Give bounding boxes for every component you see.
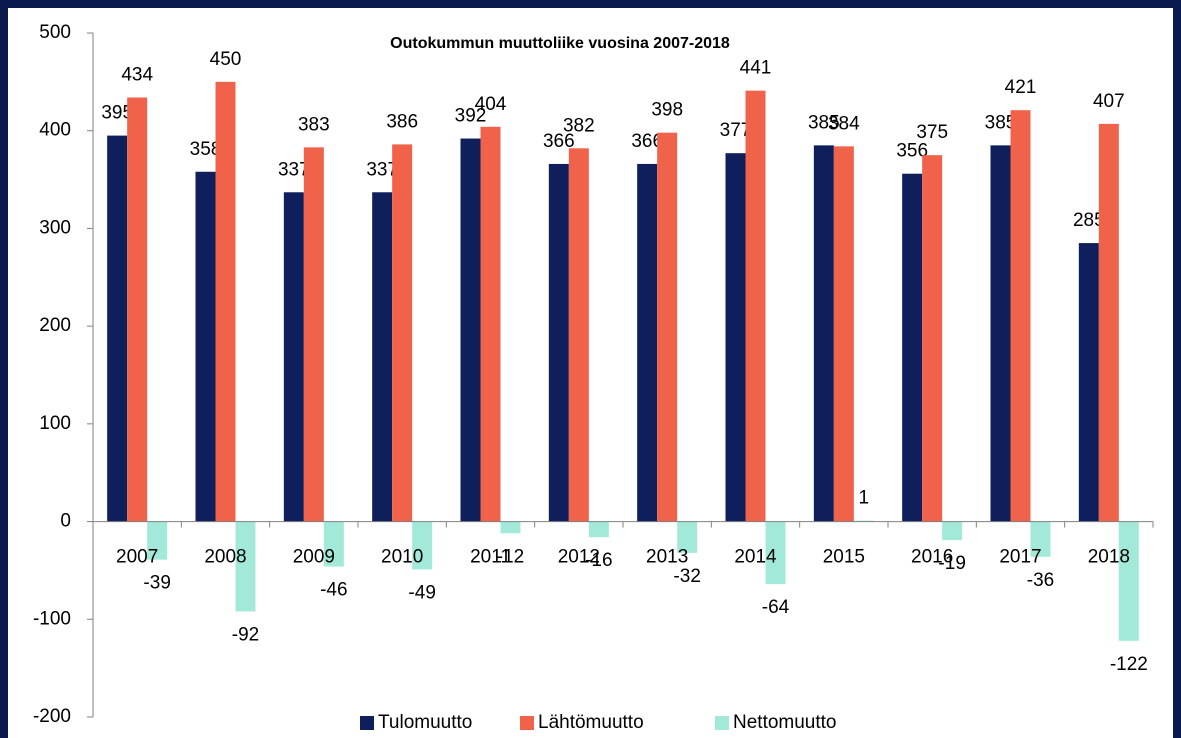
data-label: -92 [232,624,259,645]
bar [725,153,746,522]
data-label: -32 [673,566,700,587]
bar [460,138,481,522]
bar [677,521,698,553]
bar [548,163,569,522]
data-label: -16 [585,550,612,571]
y-tick-label: 300 [39,217,71,238]
legend-swatch [520,716,534,730]
data-label: 386 [386,111,418,132]
y-tick-label: 200 [39,315,71,336]
data-label: 385 [808,112,840,133]
bar [323,521,344,567]
data-label: 450 [210,49,242,70]
x-tick-label: 2017 [999,547,1041,568]
data-label: 404 [475,94,507,115]
data-label: -19 [938,553,965,574]
bar [1030,521,1051,557]
bar [500,521,521,534]
data-label: 337 [366,159,398,180]
bar [568,148,589,522]
bar [990,145,1011,522]
data-label: 382 [563,115,595,136]
x-tick-label: 2015 [823,547,865,568]
bar [1118,521,1139,641]
y-tick-label: 0 [60,511,71,532]
x-tick-label: 2016 [911,547,953,568]
bar [833,146,854,522]
data-label: -36 [1027,570,1054,591]
bar [1098,123,1119,522]
legend-label: Nettomuutto [733,712,837,733]
x-tick-label: 2008 [204,547,246,568]
bar [813,145,834,522]
y-tick-label: 500 [39,22,71,43]
data-label: 441 [740,58,772,79]
data-label: 358 [190,139,222,160]
data-label: 383 [298,114,330,135]
data-label: -64 [762,597,790,618]
bar [283,192,304,522]
data-label: 337 [278,159,310,180]
data-label: 421 [1005,77,1037,98]
bar [588,521,609,538]
data-label: 366 [543,131,575,152]
data-label: -49 [408,582,435,603]
data-label: 392 [455,106,487,127]
data-label: 1 [859,488,870,509]
data-label: 385 [985,112,1017,133]
x-tick-label: 2013 [646,547,688,568]
chart-title: Outokummun muuttoliike vuosina 2007-2018 [390,35,730,52]
y-tick-label: -200 [33,706,71,727]
data-label: 356 [896,141,928,162]
bar [195,171,216,522]
y-tick-label: -100 [33,608,71,629]
bar [942,521,963,541]
data-label: 434 [121,65,153,86]
y-tick-label: 400 [39,120,71,141]
legend-swatch [360,716,374,730]
bar [392,144,413,522]
bar [412,521,433,570]
legend-label: Lähtömuutto [538,712,644,733]
bar [235,521,256,612]
bar [745,90,766,522]
data-label: 285 [1073,210,1105,231]
y-tick-label: 100 [39,413,71,434]
legend-swatch [715,716,729,730]
legend-label: Tulomuutto [378,712,472,733]
bar [480,126,501,522]
bar [1078,243,1099,522]
bar [637,163,658,522]
x-tick-label: 2007 [116,547,158,568]
x-tick-label: 2012 [558,547,600,568]
bar [303,147,324,522]
data-label: 407 [1093,91,1125,112]
data-label: -39 [143,573,170,594]
data-label: 395 [101,103,133,124]
bar [147,521,168,560]
bar [1010,110,1031,522]
x-tick-label: 2010 [381,547,423,568]
data-label: 377 [720,120,752,141]
data-label: -46 [320,580,347,601]
bar [657,132,678,522]
data-label: -122 [1110,654,1148,675]
data-label: -12 [497,546,524,567]
data-label: 398 [651,100,683,121]
bar [215,81,236,522]
bar [372,192,393,522]
x-tick-label: 2009 [293,547,335,568]
bar [107,135,128,522]
x-tick-label: 2014 [734,547,777,568]
data-label: 366 [631,131,663,152]
bar [127,97,148,522]
bar [902,173,923,522]
data-label: 384 [828,113,860,134]
x-tick-label: 2011 [470,547,511,568]
bar [922,155,943,522]
data-label: 375 [916,122,948,143]
x-tick-label: 2018 [1088,547,1130,568]
bar [765,521,786,585]
